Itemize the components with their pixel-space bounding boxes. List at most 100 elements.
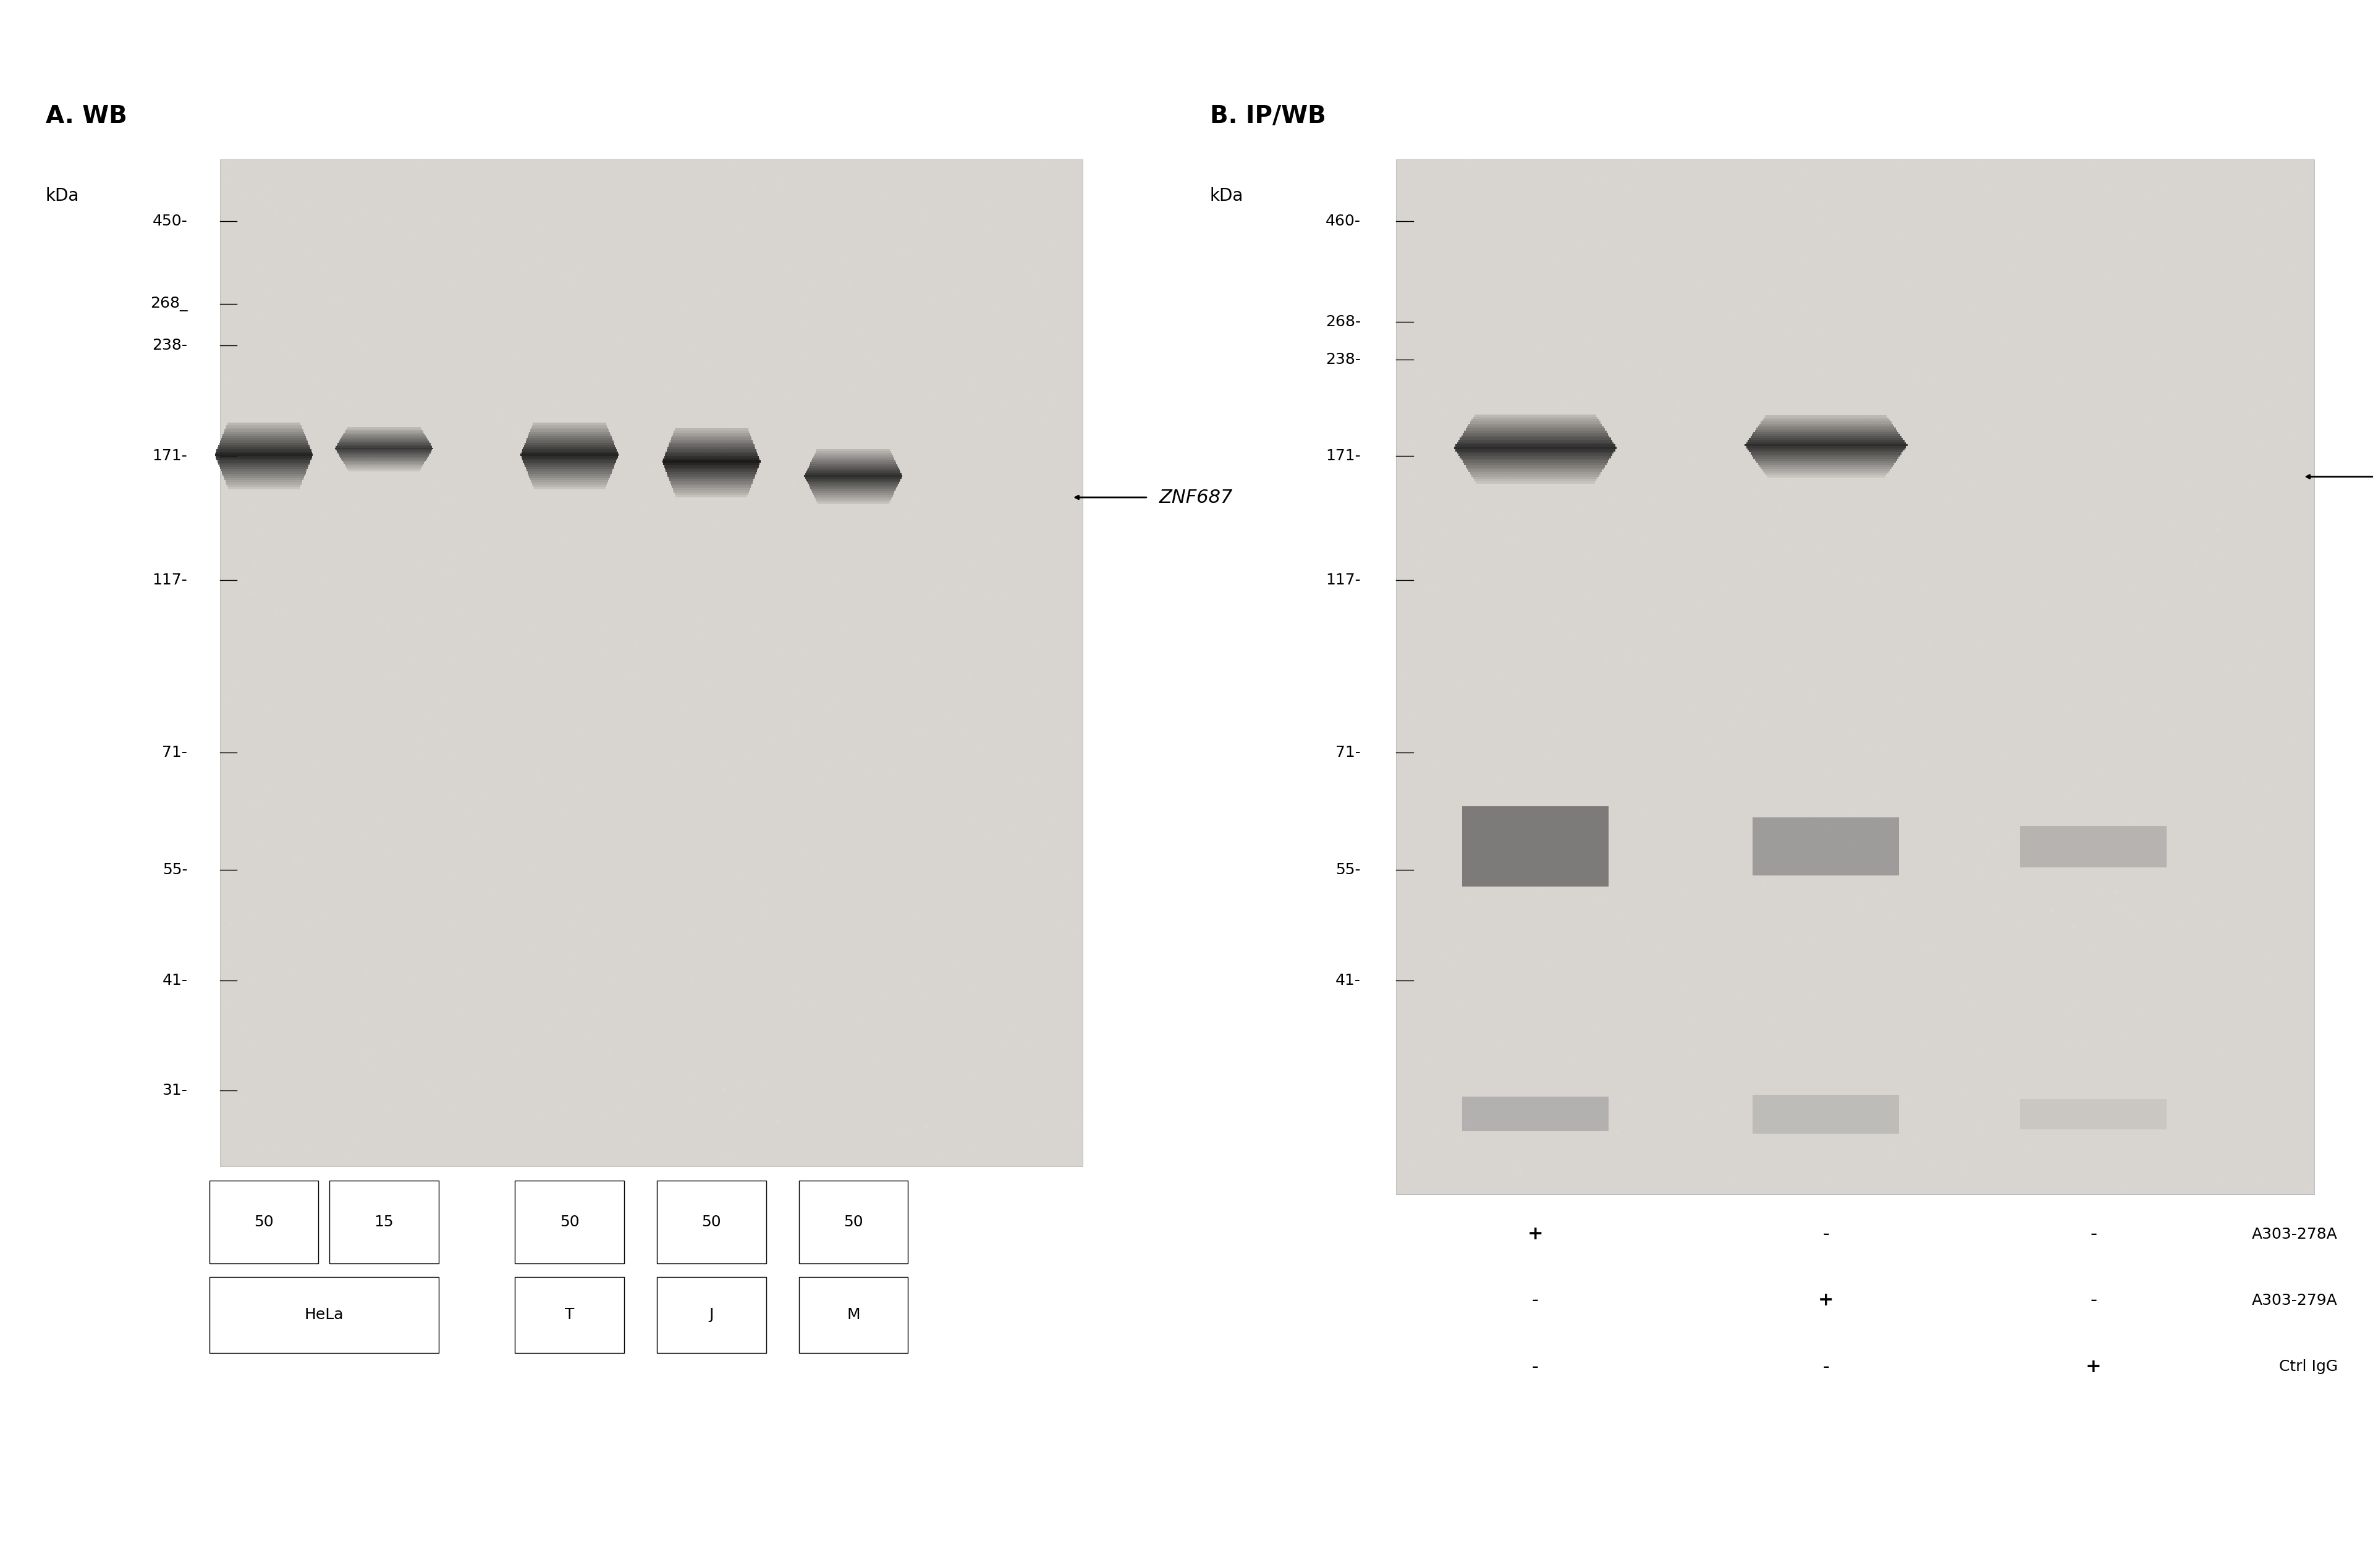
Bar [216, 456, 313, 458]
Text: 50: 50 [702, 1214, 721, 1229]
Bar [524, 463, 615, 464]
Bar [814, 453, 892, 455]
Bar [225, 425, 301, 426]
Bar [657, 1181, 766, 1264]
Text: 117-: 117- [1327, 572, 1360, 588]
Bar [223, 474, 306, 475]
Bar [529, 478, 610, 480]
Bar [812, 491, 895, 494]
Bar [1763, 417, 1889, 419]
Bar [1464, 431, 1607, 433]
Bar [812, 459, 895, 463]
Bar [1459, 437, 1611, 441]
Bar [667, 447, 755, 448]
Bar [522, 456, 617, 458]
Bar [522, 461, 617, 463]
Bar [809, 466, 897, 467]
Text: -: - [2091, 1225, 2098, 1243]
Bar [1395, 160, 2314, 1195]
Bar [676, 495, 747, 497]
Bar [816, 500, 890, 502]
Bar [532, 426, 607, 430]
Bar [669, 477, 755, 478]
Bar [674, 431, 750, 433]
Bar [209, 1276, 439, 1353]
Bar [662, 463, 759, 466]
Bar [1758, 425, 1894, 428]
Bar [674, 491, 750, 492]
Text: 268_: 268_ [149, 296, 187, 312]
Text: 15: 15 [375, 1214, 394, 1229]
Text: 55-: 55- [1336, 862, 1360, 878]
Bar [807, 478, 902, 480]
Bar [1459, 441, 1611, 442]
Bar [221, 439, 306, 441]
Bar [662, 458, 759, 461]
Text: 41-: 41- [161, 972, 187, 988]
Bar [1761, 422, 1891, 423]
Bar [1766, 416, 1887, 417]
Bar [1751, 434, 1901, 436]
Text: HeLa: HeLa [304, 1308, 344, 1322]
Bar [522, 447, 617, 450]
Bar [1474, 478, 1597, 481]
Text: T: T [565, 1308, 574, 1322]
Bar [524, 445, 615, 447]
Bar [812, 458, 895, 459]
Bar [218, 464, 308, 467]
Text: 71-: 71- [1336, 745, 1360, 760]
Bar [674, 488, 750, 491]
Bar [807, 469, 899, 470]
Text: J: J [710, 1308, 714, 1322]
Bar [1744, 444, 1908, 447]
Bar [515, 1276, 624, 1353]
Bar [529, 474, 610, 475]
Bar [669, 441, 752, 442]
Text: 460-: 460- [1327, 213, 1360, 229]
Bar [672, 483, 752, 486]
Bar [534, 488, 605, 489]
Bar [814, 494, 895, 495]
Text: 50: 50 [842, 1214, 864, 1229]
Bar [662, 461, 759, 463]
Bar [209, 1181, 318, 1264]
Bar [674, 492, 747, 495]
Text: B. IP/WB: B. IP/WB [1210, 103, 1327, 127]
Bar [814, 497, 892, 499]
Bar [1754, 431, 1898, 434]
Bar [1763, 419, 1889, 422]
Bar [1474, 414, 1597, 417]
Bar [522, 452, 617, 453]
Bar [1758, 463, 1894, 466]
Bar [532, 483, 607, 485]
Bar [225, 426, 301, 430]
Bar [669, 481, 752, 483]
Bar [216, 450, 311, 452]
Bar [225, 478, 304, 480]
Text: 50: 50 [254, 1214, 273, 1229]
Bar [672, 436, 750, 437]
Bar [814, 456, 895, 458]
Bar [221, 472, 306, 474]
Text: A. WB: A. WB [45, 103, 128, 127]
Bar [1751, 455, 1901, 456]
Bar [1467, 428, 1604, 431]
Bar [221, 436, 306, 439]
Bar [1462, 461, 1609, 463]
Bar [809, 485, 897, 486]
Bar [218, 445, 308, 447]
Bar [529, 430, 610, 431]
Bar [527, 472, 612, 474]
Bar [515, 1181, 624, 1264]
Text: 71-: 71- [161, 745, 187, 760]
Bar [532, 425, 607, 426]
Bar [1467, 466, 1604, 467]
Bar [527, 439, 612, 441]
Bar [225, 430, 304, 431]
Bar [1459, 453, 1611, 456]
Bar [221, 467, 308, 469]
Bar [667, 448, 757, 452]
Bar [228, 485, 301, 488]
Text: 117-: 117- [152, 572, 187, 588]
Text: +: + [1528, 1225, 1542, 1243]
